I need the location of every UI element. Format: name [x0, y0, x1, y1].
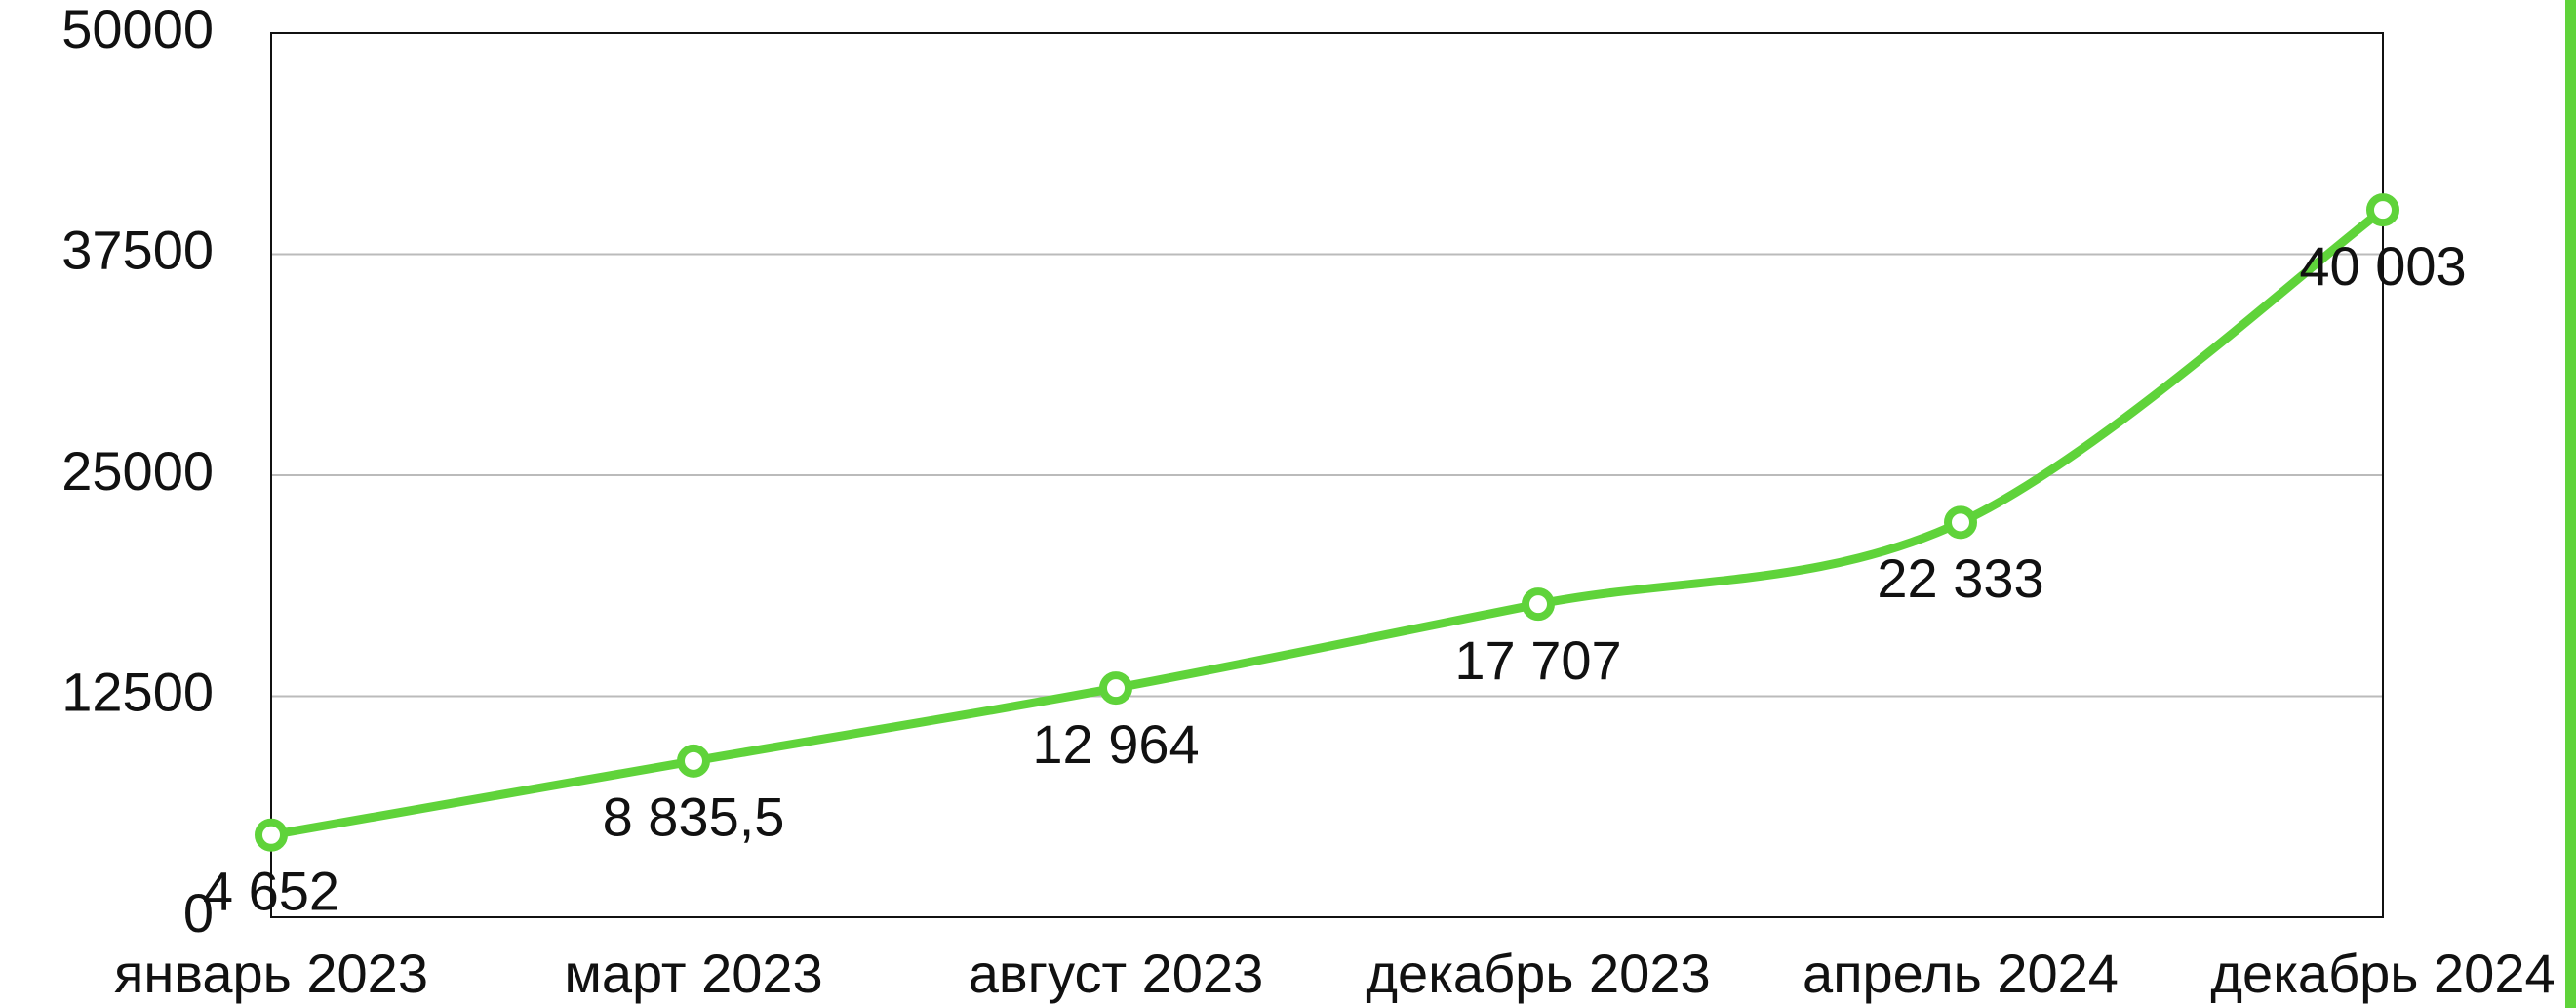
- x-tick-label: апрель 2024: [1803, 943, 2119, 1004]
- data-label: 8 835,5: [603, 786, 785, 848]
- data-label: 17 707: [1454, 629, 1621, 691]
- data-label: 40 003: [2299, 235, 2466, 297]
- y-tick-label: 37500: [61, 219, 214, 280]
- data-label: 4 652: [203, 861, 339, 922]
- point: [1522, 587, 1555, 622]
- x-tick-label: март 2023: [564, 943, 822, 1004]
- x-tick-label: январь 2023: [114, 943, 428, 1004]
- plot-border: [270, 32, 2384, 918]
- point: [255, 818, 288, 852]
- x-tick-label: август 2023: [969, 943, 1263, 1004]
- y-tick-label: 0: [183, 882, 214, 944]
- point: [1944, 505, 1977, 540]
- point: [677, 744, 710, 778]
- x-tick-label: декабрь 2024: [2210, 943, 2555, 1004]
- side-bar: [2565, 0, 2576, 1008]
- y-tick-label: 25000: [61, 440, 214, 502]
- point: [2366, 193, 2399, 227]
- x-tick-label: декабрь 2023: [1366, 943, 1710, 1004]
- y-tick-label: 50000: [61, 0, 214, 60]
- y-tick-label: 12500: [61, 661, 214, 722]
- point: [1099, 671, 1132, 706]
- data-label: 12 964: [1032, 713, 1199, 775]
- data-label: 22 333: [1877, 547, 2043, 609]
- line: [270, 206, 2386, 840]
